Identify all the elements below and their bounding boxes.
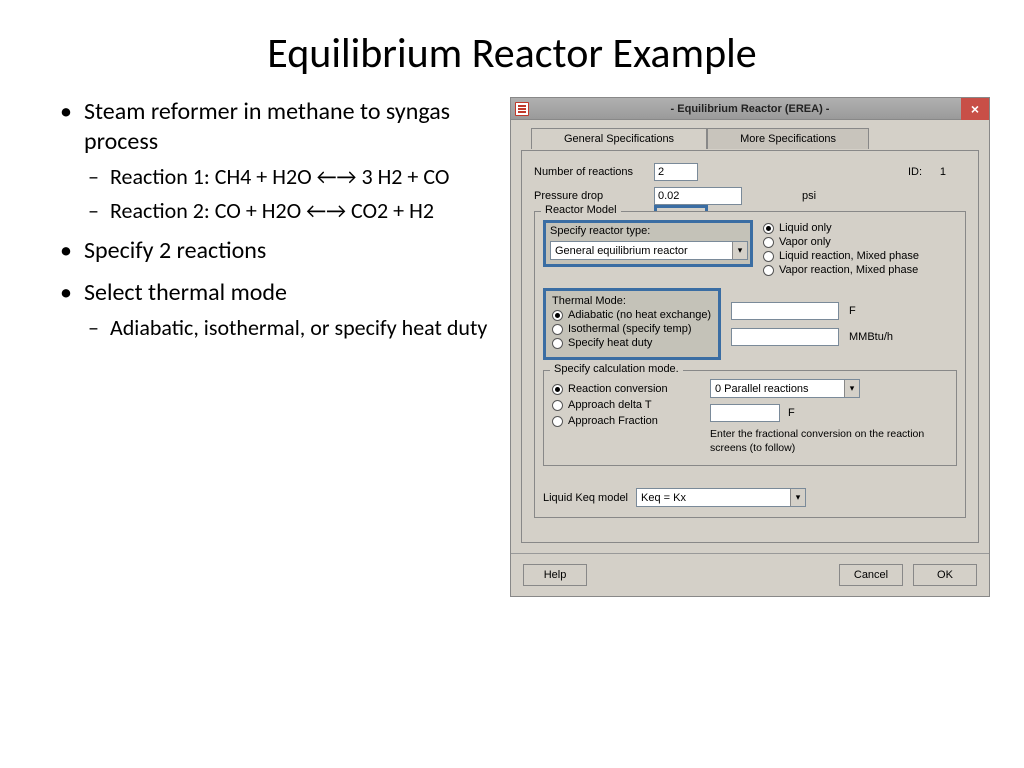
dialog-window: - Equilibrium Reactor (EREA) - × General… (510, 97, 990, 597)
num-reactions-label: Number of reactions (534, 166, 654, 178)
bullet-1-sub-2: Reaction 2: CO + H2O ←→ CO2 + H2 (84, 197, 500, 225)
radio-liquid-mixed[interactable]: Liquid reaction, Mixed phase (763, 250, 957, 262)
parallel-reactions-value: 0 Parallel reactions (715, 383, 809, 395)
heat-duty-input[interactable] (731, 328, 839, 346)
highlight-thermal-mode: Thermal Mode: Adiabatic (no heat exchang… (543, 288, 721, 360)
tab-general[interactable]: General Specifications (531, 128, 707, 149)
liquid-keq-value: Keq = Kx (641, 492, 686, 504)
doc-icon (515, 102, 529, 116)
close-button[interactable]: × (961, 98, 989, 120)
help-button[interactable]: Help (523, 564, 587, 586)
bullet-3-sub-1: Adiabatic, isothermal, or specify heat d… (84, 314, 500, 342)
id-value: 1 (940, 166, 946, 178)
parallel-reactions-select[interactable]: 0 Parallel reactions ▾ (710, 379, 860, 398)
radio-approach-delta-t[interactable]: Approach delta T (552, 399, 692, 411)
pressure-unit: psi (802, 190, 816, 202)
delta-t-input[interactable] (710, 404, 780, 422)
reactor-model-fieldset: Reactor Model Specify reactor type: Gene… (534, 211, 966, 518)
bullet-3: Select thermal mode (84, 278, 287, 307)
id-label: ID: (908, 166, 922, 178)
calc-hint: Enter the fractional conversion on the r… (710, 428, 948, 455)
num-reactions-input[interactable] (654, 163, 698, 181)
bullet-1: Steam reformer in methane to syngas proc… (84, 97, 450, 156)
radio-approach-fraction[interactable]: Approach Fraction (552, 415, 692, 427)
thermal-unit-f: F (849, 305, 856, 317)
radio-vapor-mixed[interactable]: Vapor reaction, Mixed phase (763, 264, 957, 276)
radio-adiabatic[interactable]: Adiabatic (no heat exchange) (552, 309, 712, 321)
bullet-1-sub-1: Reaction 1: CH4 + H2O ←→ 3 H2 + CO (84, 163, 500, 191)
thermal-mode-legend: Thermal Mode: (552, 295, 712, 307)
thermal-unit-mmbtu: MMBtu/h (849, 331, 893, 343)
reactor-type-value: General equilibrium reactor (555, 245, 688, 257)
radio-vapor-only[interactable]: Vapor only (763, 236, 957, 248)
radio-reaction-conversion[interactable]: Reaction conversion (552, 383, 692, 395)
chevron-down-icon: ▾ (732, 242, 747, 259)
slide-title: Equilibrium Reactor Example (0, 0, 1024, 97)
pressure-drop-label: Pressure drop (534, 190, 654, 202)
chevron-down-icon: ▾ (790, 489, 805, 506)
reactor-model-legend: Reactor Model (541, 204, 621, 216)
cancel-button[interactable]: Cancel (839, 564, 903, 586)
pressure-drop-input[interactable] (654, 187, 742, 205)
liquid-keq-label: Liquid Keq model (543, 492, 628, 504)
delta-t-unit: F (788, 407, 795, 419)
ok-button[interactable]: OK (913, 564, 977, 586)
radio-liquid-only[interactable]: Liquid only (763, 222, 957, 234)
titlebar[interactable]: - Equilibrium Reactor (EREA) - × (511, 98, 989, 120)
dialog-title: - Equilibrium Reactor (EREA) - (671, 103, 830, 115)
bullet-2: Specify 2 reactions (60, 236, 500, 266)
highlight-reactor-type: Specify reactor type: General equilibriu… (543, 220, 753, 267)
calc-mode-legend: Specify calculation mode. (550, 363, 683, 375)
radio-heat-duty[interactable]: Specify heat duty (552, 337, 712, 349)
liquid-keq-select[interactable]: Keq = Kx ▾ (636, 488, 806, 507)
specify-reactor-label: Specify reactor type: (550, 225, 746, 237)
chevron-down-icon: ▾ (844, 380, 859, 397)
tab-more[interactable]: More Specifications (707, 128, 869, 149)
isothermal-temp-input[interactable] (731, 302, 839, 320)
reactor-type-select[interactable]: General equilibrium reactor ▾ (550, 241, 748, 260)
calc-mode-fieldset: Specify calculation mode. Reaction conve… (543, 370, 957, 466)
bullet-list: Steam reformer in methane to syngas proc… (60, 97, 500, 597)
radio-isothermal[interactable]: Isothermal (specify temp) (552, 323, 712, 335)
